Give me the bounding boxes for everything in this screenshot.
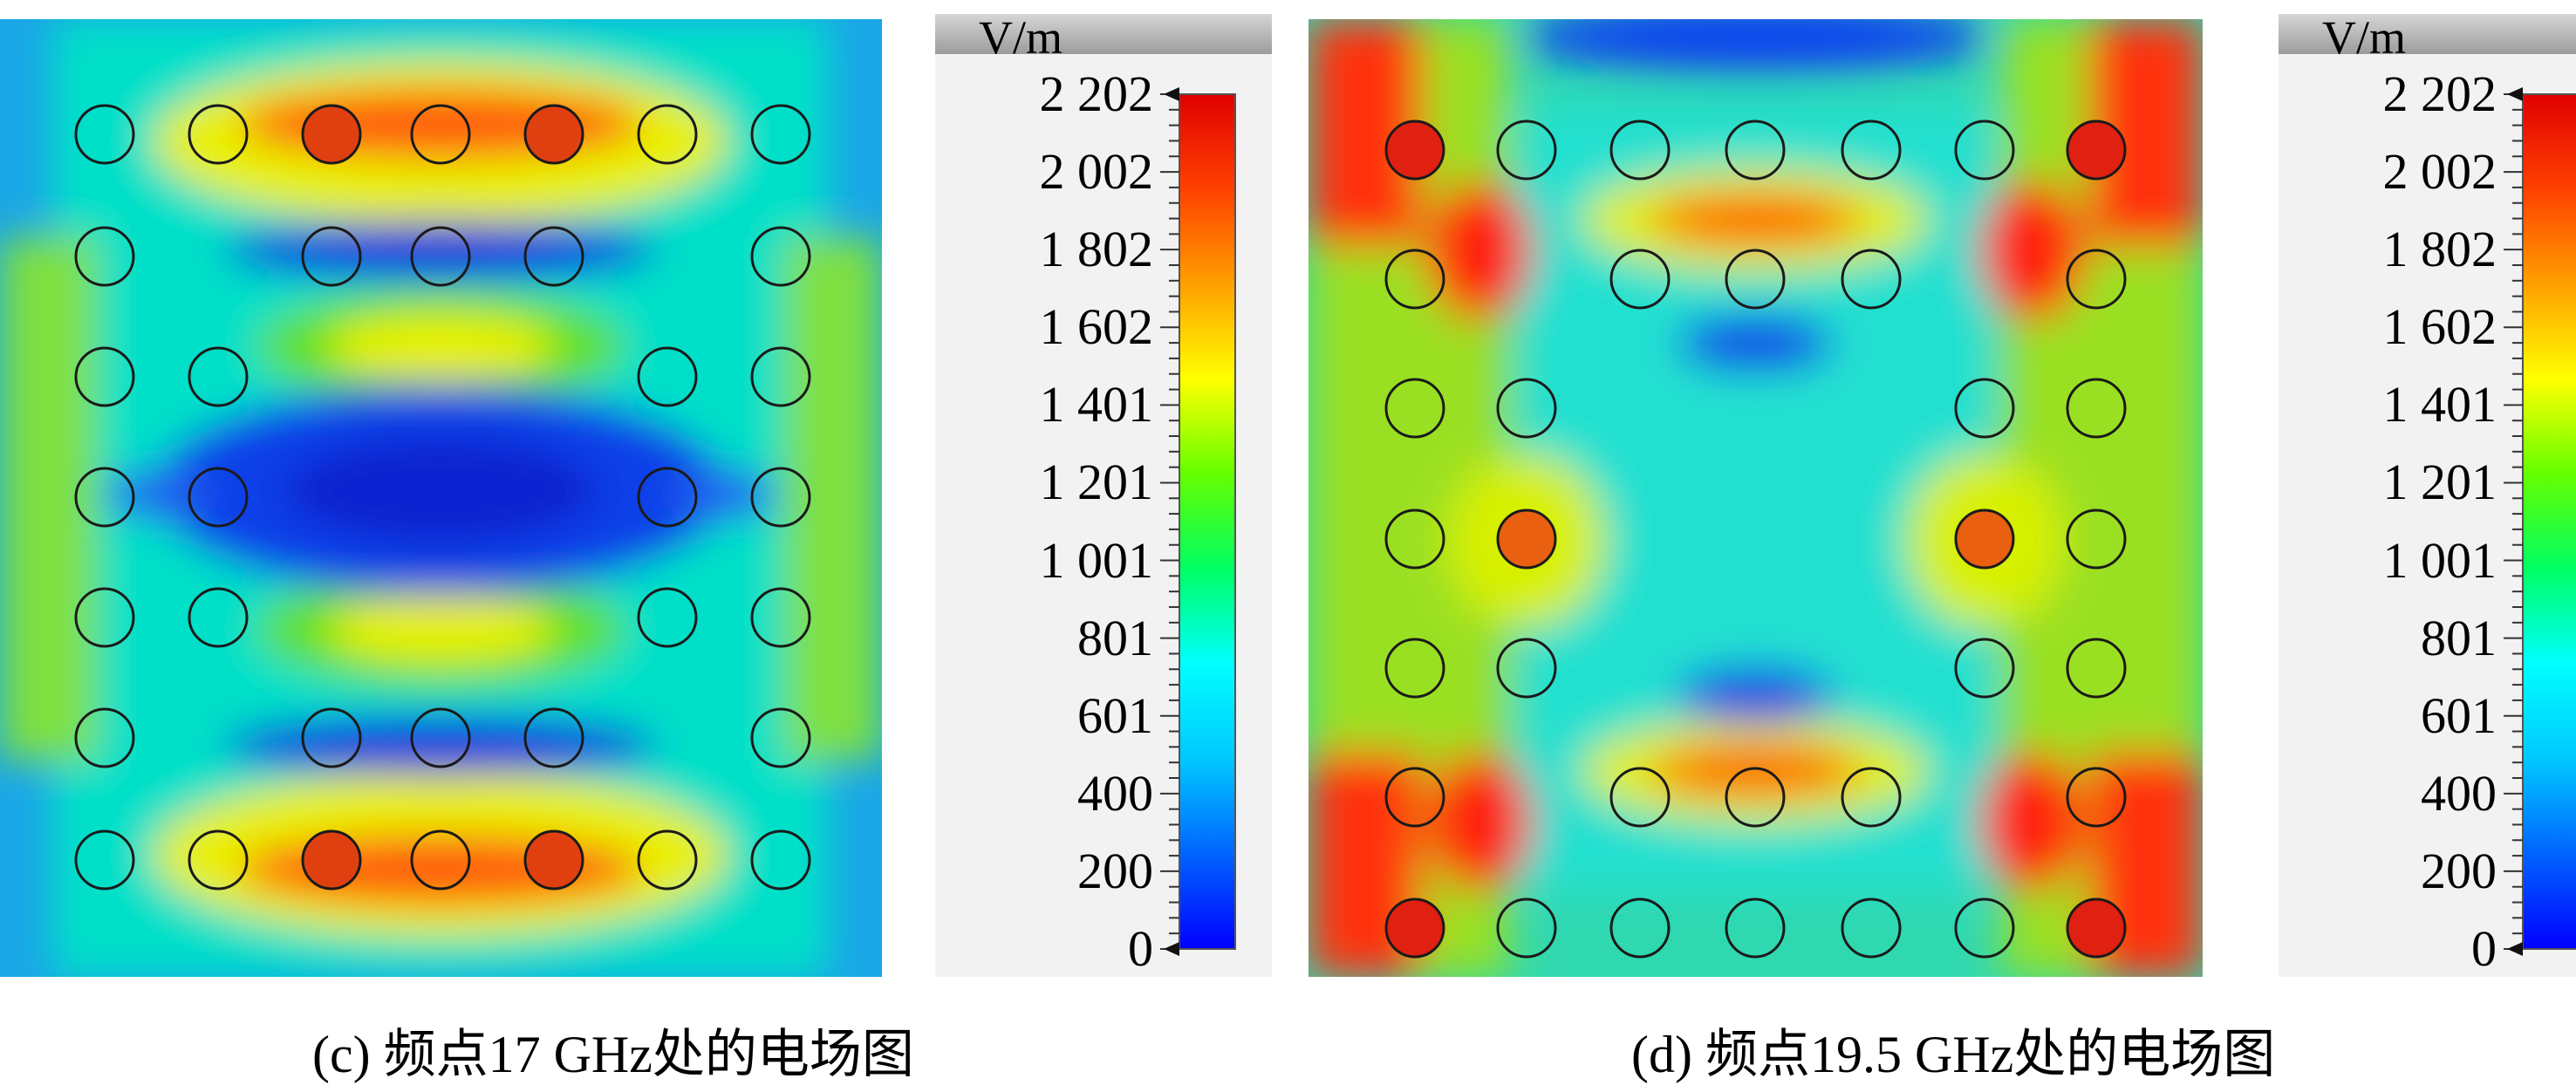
- legend-header: [2279, 14, 2576, 54]
- scale-label: 2 002: [1039, 143, 1154, 201]
- field-plot-19-5ghz: [1308, 19, 2203, 977]
- scale-label: 1 201: [1039, 454, 1154, 511]
- scale-label: 400: [1077, 764, 1153, 822]
- scale-label: 801: [1077, 609, 1153, 666]
- scale-label: 2 002: [2382, 143, 2497, 201]
- max-arrow-icon: [2507, 87, 2523, 101]
- scale-label: 200: [1077, 842, 1153, 899]
- scale-label: 1 201: [2382, 454, 2497, 511]
- min-arrow-icon: [2507, 942, 2523, 956]
- scale-label: 1 401: [1039, 376, 1154, 433]
- field-plot-17ghz: [0, 19, 882, 977]
- caption-19-5ghz: (d) 频点19.5 GHz处的电场图: [1631, 1026, 2276, 1083]
- unit-label: V/m: [979, 11, 1063, 64]
- color-scale-legend-d: V/m 2 202 2 002 1 802 1 602 1 401 1 201 1 001 8…: [2279, 11, 2576, 977]
- scale-label: 1 001: [1039, 531, 1154, 589]
- scale-label: 0: [2471, 920, 2497, 977]
- color-scale-legend-c: V/m 2 202 2 002 1 802 1 602 1 401 1 201 1 001 8…: [935, 11, 1272, 977]
- scale-label: 0: [1128, 920, 1153, 977]
- legend-header: [935, 14, 1272, 54]
- scale-label: 200: [2421, 842, 2497, 899]
- scale-label: 1 602: [1039, 298, 1154, 356]
- unit-label: V/m: [2322, 11, 2407, 64]
- scale-label: 400: [2421, 764, 2497, 822]
- scale-label: 2 202: [1039, 65, 1154, 122]
- scale-label: 1 401: [2382, 376, 2497, 433]
- scale-label: 601: [2421, 686, 2497, 744]
- max-arrow-icon: [1164, 87, 1179, 101]
- scale-label: 2 202: [2382, 65, 2497, 122]
- scale-label: 1 802: [1039, 221, 1154, 278]
- scale-label: 1 001: [2382, 531, 2497, 589]
- color-bar: [1160, 87, 1236, 956]
- scale-label: 801: [2421, 609, 2497, 666]
- color-bar: [2504, 87, 2576, 956]
- scale-label: 1 602: [2382, 298, 2497, 356]
- scale-label: 1 802: [2382, 221, 2497, 278]
- scale-label: 601: [1077, 686, 1153, 744]
- caption-17ghz: (c) 频点17 GHz处的电场图: [312, 1026, 914, 1083]
- min-arrow-icon: [1164, 942, 1179, 956]
